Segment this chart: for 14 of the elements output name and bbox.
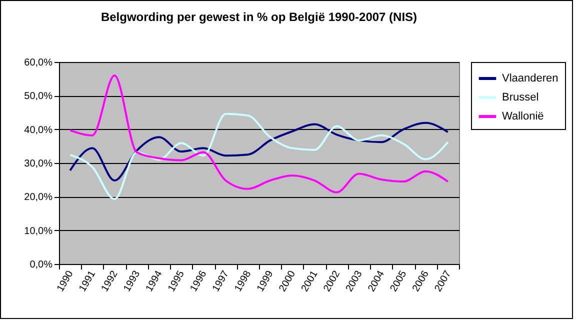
y-tick-label: 0,0%	[30, 260, 53, 270]
y-tick-label: 20,0%	[24, 192, 53, 204]
y-tick-label: 30,0%	[24, 158, 53, 170]
y-tick-label: 10,0%	[24, 226, 53, 237]
y-tick-label: 60,0%	[24, 58, 53, 68]
y-tick-label: 50,0%	[24, 91, 53, 102]
y-tick-label: 40,0%	[24, 124, 53, 136]
line-series	[69, 122, 449, 182]
legend-label: Wallonië	[502, 110, 544, 122]
chart-title: Belgwording per gewest in % op België 1990-2007 (NIS)	[100, 10, 418, 24]
line-series	[69, 112, 449, 200]
line-series	[69, 74, 449, 194]
legend-label: Brussel	[502, 92, 539, 104]
legend-label: Vlaanderen	[502, 72, 558, 84]
